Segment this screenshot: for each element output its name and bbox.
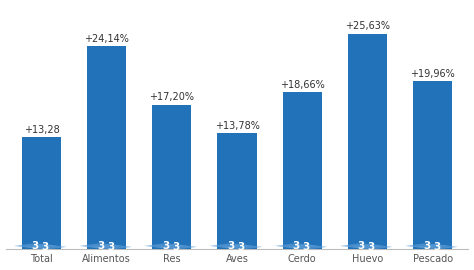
Polygon shape — [24, 244, 67, 250]
Polygon shape — [144, 243, 187, 249]
Polygon shape — [284, 244, 328, 250]
Polygon shape — [415, 244, 458, 250]
Polygon shape — [340, 243, 383, 249]
Text: 3: 3 — [162, 241, 169, 251]
Bar — [218, 133, 256, 249]
Bar — [283, 92, 322, 249]
Text: 3: 3 — [107, 242, 114, 252]
Text: +19,96%: +19,96% — [410, 69, 455, 79]
Text: +13,28: +13,28 — [24, 125, 59, 135]
Text: 3: 3 — [423, 241, 430, 251]
Bar — [152, 104, 191, 249]
Text: +18,66%: +18,66% — [280, 80, 325, 90]
Text: 3: 3 — [358, 241, 365, 251]
Polygon shape — [79, 243, 122, 249]
Text: 3: 3 — [32, 241, 39, 251]
Text: 3: 3 — [302, 242, 310, 252]
Bar — [87, 46, 126, 249]
Polygon shape — [405, 243, 448, 249]
Bar — [413, 82, 452, 249]
Text: 3: 3 — [42, 242, 49, 252]
Text: +13,78%: +13,78% — [215, 121, 259, 131]
Polygon shape — [154, 244, 197, 250]
Polygon shape — [274, 243, 318, 249]
Text: +24,14%: +24,14% — [84, 34, 129, 44]
Text: 3: 3 — [292, 241, 300, 251]
Bar — [348, 34, 387, 249]
Text: 3: 3 — [97, 241, 104, 251]
Text: +17,20%: +17,20% — [149, 92, 194, 102]
Text: +25,63%: +25,63% — [345, 21, 390, 31]
Polygon shape — [350, 244, 393, 250]
Text: 3: 3 — [237, 242, 245, 252]
Text: 3: 3 — [368, 242, 375, 252]
Text: 3: 3 — [433, 242, 440, 252]
Polygon shape — [219, 244, 263, 250]
Bar — [22, 137, 61, 249]
Polygon shape — [89, 244, 132, 250]
Text: 3: 3 — [172, 242, 179, 252]
Polygon shape — [210, 243, 253, 249]
Polygon shape — [14, 243, 57, 249]
Text: 3: 3 — [228, 241, 235, 251]
